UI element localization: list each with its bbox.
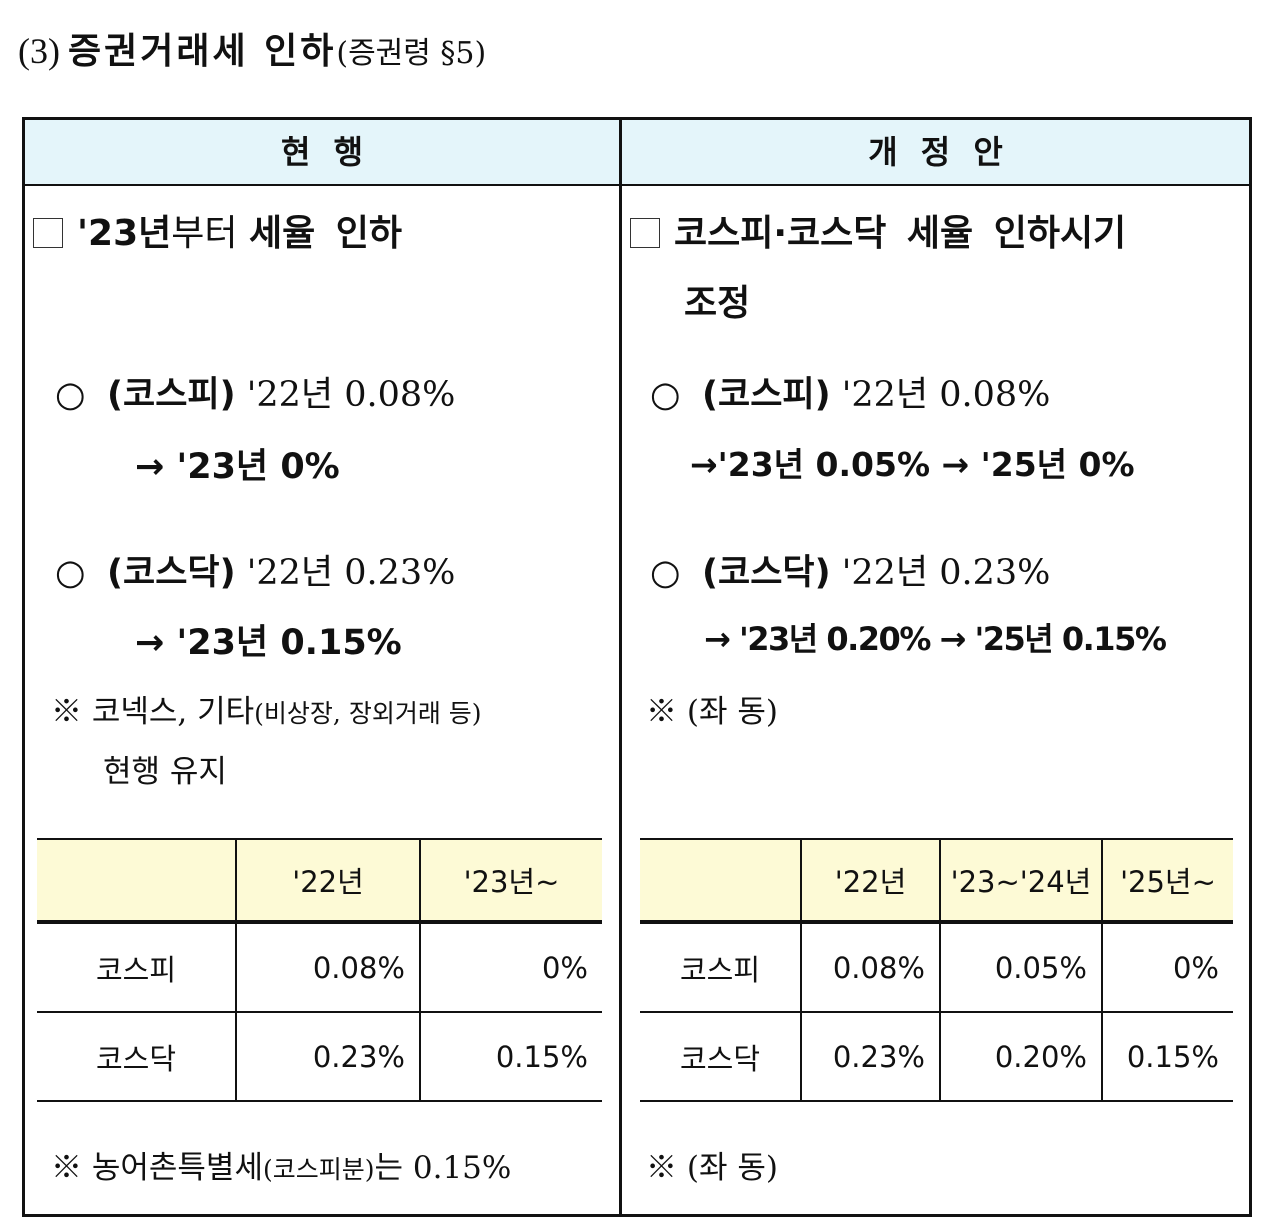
table-header-row: '22년 '23~'24년 '25년~ — [640, 838, 1233, 924]
proposal-column: 코스피·코스닥 세율 인하시기 조정 ○ (코스피) '22년 0.08% →'2… — [622, 186, 1249, 1214]
section-heading: (3) 증권거래세 인하(증권령 §5) — [18, 22, 486, 74]
table-row: 코스피 0.08% 0.05% 0% — [640, 922, 1233, 1013]
proposal-rate-table: '22년 '23~'24년 '25년~ 코스피 0.08% 0.05% 0% 코… — [640, 838, 1233, 1102]
current-column: '23년부터 세율 인하 ○ (코스피) '22년 0.08% → '23년 0%… — [25, 186, 619, 1214]
table-header-cell — [37, 838, 236, 924]
current-kosdaq-line1: ○ (코스닥) '22년 0.23% — [55, 553, 456, 593]
table-header-cell: '22년 — [235, 838, 420, 924]
table-row: 코스피 0.08% 0% — [37, 922, 602, 1013]
table-header-cell: '22년 — [800, 838, 940, 924]
proposal-kospi-line1: ○ (코스피) '22년 0.08% — [650, 375, 1051, 415]
current-note-line2: 현행 유지 — [103, 754, 227, 790]
column-divider — [619, 120, 622, 1214]
table-header-cell: '23~'24년 — [939, 838, 1102, 924]
table-row: 코스닥 0.23% 0.20% 0.15% — [640, 1012, 1233, 1102]
section-reference: (증권령 §5) — [336, 36, 487, 71]
proposal-kosdaq-line2: → '23년 0.20% → '25년 0.15% — [704, 620, 1167, 658]
header-current: 현 행 — [25, 120, 619, 186]
table-header-cell: '25년~ — [1101, 838, 1233, 924]
comparison-table: 현 행 개 정 안 '23년부터 세율 인하 ○ (코스피) '22년 0.08%… — [22, 117, 1252, 1217]
table-row: 코스닥 0.23% 0.15% — [37, 1012, 602, 1102]
proposal-kosdaq-line1: ○ (코스닥) '22년 0.23% — [650, 553, 1051, 593]
current-box-title: '23년부터 세율 인하 — [33, 204, 402, 256]
proposal-box-title: 코스피·코스닥 세율 인하시기 — [630, 204, 1126, 256]
table-header-cell — [640, 838, 801, 924]
section-number: (3) — [18, 31, 60, 71]
checkbox-square-icon — [33, 218, 63, 248]
current-kospi-line2: → '23년 0% — [135, 447, 340, 487]
table-header-row: '22년 '23년~ — [37, 838, 602, 924]
current-kosdaq-line2: → '23년 0.15% — [135, 623, 402, 663]
section-title: 증권거래세 인하 — [67, 31, 337, 72]
table-header-cell: '23년~ — [419, 838, 602, 924]
current-rate-table: '22년 '23년~ 코스피 0.08% 0% 코스닥 0.23% 0.15% — [37, 838, 602, 1102]
current-kospi-line1: ○ (코스피) '22년 0.08% — [55, 375, 456, 415]
proposal-note: ※ (좌 동) — [646, 694, 778, 730]
proposal-bottom-note: ※ (좌 동) — [646, 1150, 778, 1186]
current-note: ※ 코넥스, 기타(비상장, 장외거래 등) — [51, 694, 482, 730]
checkbox-square-icon — [630, 218, 660, 248]
current-bottom-note: ※ 농어촌특별세(코스피분)는 0.15% — [51, 1150, 512, 1186]
proposal-box-title-line2: 조정 — [684, 283, 751, 324]
proposal-kospi-line2: →'23년 0.05% → '25년 0% — [690, 445, 1135, 484]
header-proposal: 개 정 안 — [622, 120, 1249, 186]
